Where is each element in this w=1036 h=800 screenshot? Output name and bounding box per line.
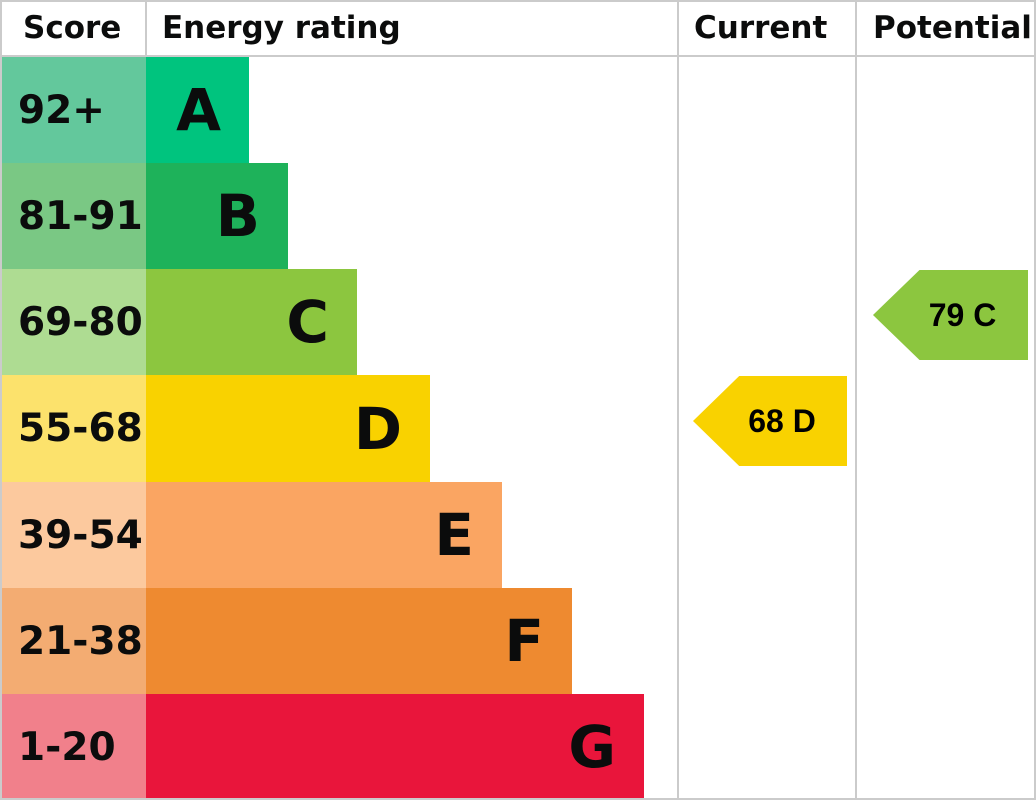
band-letter: B: [215, 182, 260, 250]
band-row: 92+ A: [2, 57, 1034, 163]
band-bar: G: [146, 694, 644, 800]
potential-column-divider: [855, 0, 857, 800]
band-score-cell: 39-54: [2, 482, 146, 588]
band-row: 69-80 C: [2, 269, 1034, 375]
band-letter: G: [568, 713, 616, 781]
band-bar: F: [146, 588, 572, 694]
header-energy-rating-label: Energy rating: [162, 9, 401, 46]
band-bar: E: [146, 482, 502, 588]
band-bar: C: [146, 269, 357, 375]
band-bar: A: [146, 57, 249, 163]
band-letter: D: [353, 394, 402, 463]
band-row: 39-54 E: [2, 482, 1034, 588]
current-rating-label: 68 D: [748, 402, 816, 439]
band-score-label: 39-54: [18, 512, 143, 558]
band-score-label: 81-91: [18, 193, 143, 239]
band-score-cell: 21-38: [2, 588, 146, 694]
current-column-divider: [677, 0, 679, 800]
header-score-label: Score: [23, 9, 122, 46]
band-letter: F: [504, 607, 544, 675]
band-score-cell: 55-68: [2, 375, 146, 482]
band-score-label: 1-20: [18, 724, 116, 770]
band-score-label: 21-38: [18, 618, 143, 664]
band-score-cell: 81-91: [2, 163, 146, 269]
band-bar: D: [146, 375, 430, 482]
band-row: 1-20 G: [2, 694, 1034, 800]
header-potential-label: Potential: [873, 9, 1032, 46]
band-score-cell: 92+: [2, 57, 146, 163]
band-score-label: 69-80: [18, 299, 143, 345]
header-score-column-divider: [145, 0, 147, 57]
band-row: 81-91 B: [2, 163, 1034, 269]
potential-rating-label: 79 C: [928, 296, 997, 333]
band-letter: E: [434, 501, 474, 569]
band-letter: A: [176, 76, 221, 144]
band-score-cell: 1-20: [2, 694, 146, 800]
header-current-label: Current: [694, 9, 828, 46]
band-letter: C: [286, 288, 329, 356]
band-score-cell: 69-80: [2, 269, 146, 375]
band-score-label: 55-68: [18, 406, 143, 451]
band-score-label: 92+: [18, 87, 105, 133]
band-row: 55-68 D: [2, 375, 1034, 482]
header-bottom-border: [0, 55, 1036, 57]
band-row: 21-38 F: [2, 588, 1034, 694]
band-bar: B: [146, 163, 288, 269]
